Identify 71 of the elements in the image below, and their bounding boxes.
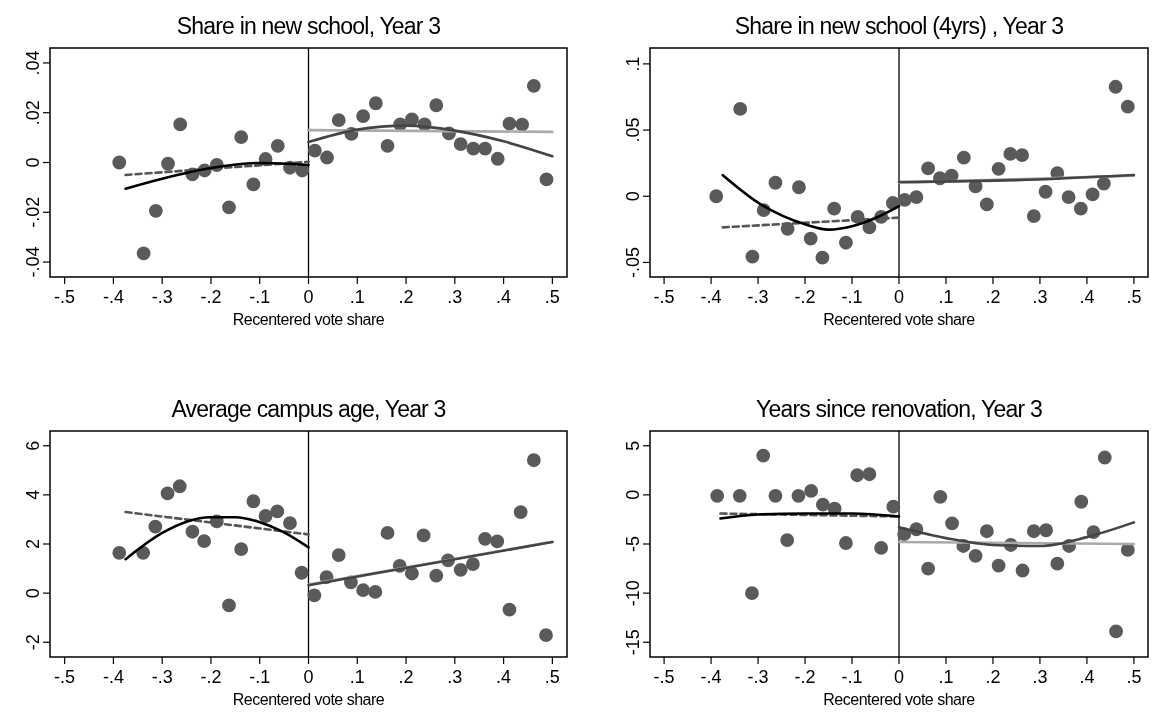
- y-tick-label: -15: [623, 629, 643, 656]
- x-tick-label: .3: [1032, 667, 1048, 687]
- x-tick-label: .3: [447, 287, 463, 307]
- y-tick-label: -.05: [623, 246, 643, 278]
- x-axis-title: Recentered vote share: [823, 311, 976, 328]
- y-tick-label: .02: [23, 100, 43, 126]
- y-tick-label: 2: [23, 538, 43, 550]
- x-tick-label: -.4: [700, 287, 722, 307]
- y-tick-label: .05: [623, 117, 643, 143]
- x-tick-label: -.1: [841, 287, 863, 307]
- x-tick-label: -.2: [794, 287, 816, 307]
- x-tick-label: -.4: [700, 667, 722, 687]
- x-tick-label: .3: [447, 667, 463, 687]
- y-tick-label: .1: [623, 56, 643, 72]
- x-tick-label: .4: [1079, 287, 1095, 307]
- chart-title: Share in new school, Year 3: [176, 13, 441, 39]
- x-axis-title: Recentered vote share: [823, 691, 976, 708]
- x-tick-label: .5: [544, 287, 560, 307]
- x-tick-label: -.5: [653, 667, 675, 687]
- x-tick-label: -.3: [747, 287, 769, 307]
- y-tick-label: 0: [23, 588, 43, 599]
- x-tick-label: .2: [985, 287, 1001, 307]
- y-tick-label: 5: [623, 440, 643, 451]
- chart-title: Years since renovation, Year 3: [756, 396, 1042, 422]
- x-tick-label: .2: [985, 667, 1001, 687]
- x-tick-label: .3: [1032, 287, 1048, 307]
- x-tick-label: -.4: [102, 667, 124, 687]
- x-tick-label: -.1: [249, 667, 271, 687]
- y-tick-label: 0: [623, 191, 643, 202]
- x-tick-label: 0: [303, 667, 314, 687]
- x-tick-label: .1: [938, 667, 954, 687]
- x-tick-label: -.2: [200, 667, 222, 687]
- x-tick-label: -.5: [653, 287, 675, 307]
- x-tick-label: .1: [349, 287, 365, 307]
- x-tick-label: -.2: [794, 667, 816, 687]
- x-tick-label: -.5: [54, 667, 76, 687]
- x-tick-label: -.3: [747, 667, 769, 687]
- x-tick-label: .4: [496, 287, 512, 307]
- x-tick-label: .2: [398, 667, 414, 687]
- x-tick-label: .4: [1079, 667, 1095, 687]
- x-tick-label: .5: [1126, 287, 1142, 307]
- y-tick-label: -10: [623, 580, 643, 607]
- y-tick-label: .04: [23, 50, 43, 76]
- x-tick-label: 0: [893, 667, 905, 687]
- y-tick-label: -2: [23, 634, 43, 651]
- x-tick-label: .4: [496, 667, 512, 687]
- x-tick-label: -.2: [200, 287, 222, 307]
- x-tick-label: -.3: [151, 667, 173, 687]
- x-axis-title: Recentered vote share: [232, 691, 385, 708]
- chart-title: Share in new school (4yrs) , Year 3: [734, 13, 1064, 39]
- x-tick-label: .5: [1126, 667, 1142, 687]
- x-tick-label: -.4: [102, 287, 124, 307]
- x-tick-label: .5: [544, 667, 560, 687]
- y-tick-label: -5: [623, 535, 643, 553]
- x-tick-label: -.1: [249, 287, 271, 307]
- y-tick-label: -.04: [23, 246, 43, 278]
- chart-title: Average campus age, Year 3: [171, 396, 446, 422]
- x-axis-title: Recentered vote share: [232, 311, 385, 328]
- y-tick-label: 6: [23, 440, 43, 451]
- y-tick-label: -.02: [23, 196, 43, 228]
- x-tick-label: .2: [398, 287, 414, 307]
- x-tick-label: .1: [349, 667, 365, 687]
- y-tick-label: 0: [23, 157, 43, 168]
- x-tick-label: -.5: [54, 287, 76, 307]
- x-tick-label: 0: [303, 287, 314, 307]
- x-tick-label: .1: [938, 287, 954, 307]
- x-tick-label: -.3: [151, 287, 173, 307]
- y-tick-label: 4: [23, 489, 43, 500]
- y-tick-label: 0: [623, 489, 643, 500]
- x-tick-label: -.1: [841, 667, 863, 687]
- x-tick-label: 0: [893, 287, 905, 307]
